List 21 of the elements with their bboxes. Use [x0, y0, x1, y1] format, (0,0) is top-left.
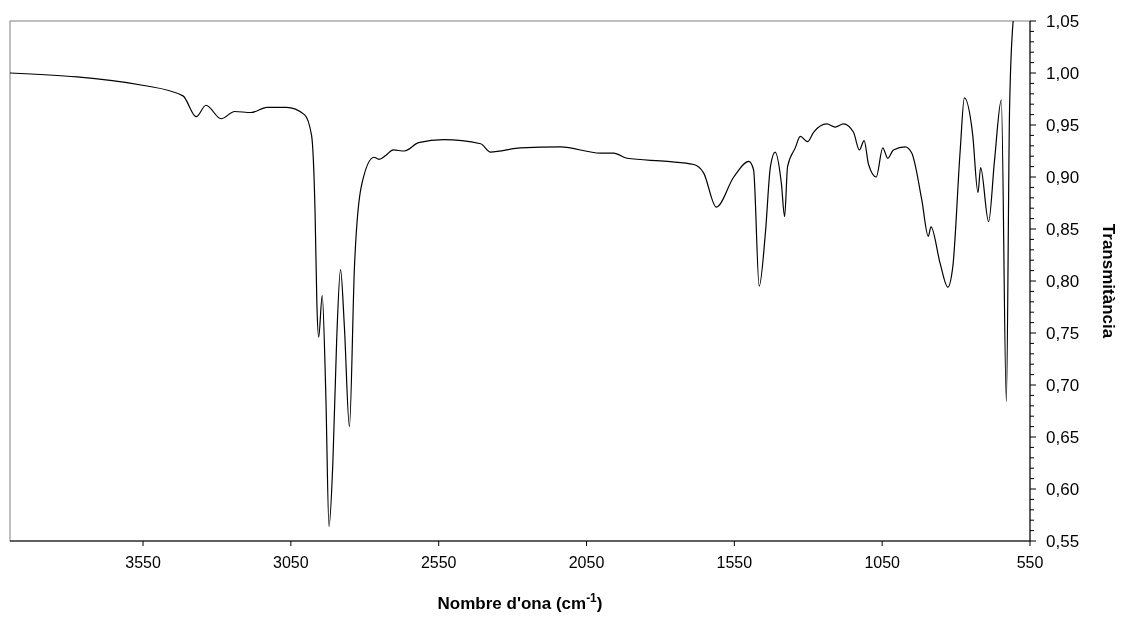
x-tick-label: 3550	[125, 554, 161, 571]
y-tick-label: 0,65	[1046, 428, 1080, 447]
y-tick-label: 0,70	[1046, 376, 1080, 395]
x-tick-label: 3050	[273, 554, 309, 571]
x-tick-label: 1050	[864, 554, 901, 571]
y-axis-title: Transmitància	[1099, 223, 1118, 339]
y-tick-label: 0,80	[1046, 272, 1080, 291]
y-tick-label: 0,85	[1046, 220, 1080, 239]
y-tick-label: 1,05	[1046, 12, 1080, 31]
line-series	[9, 20, 1014, 528]
x-tick-label: 1550	[716, 554, 753, 571]
x-axis-title: Nombre d'ona (cm$^{-1}$)	[437, 591, 603, 613]
y-tick-label: 0,95	[1046, 116, 1080, 135]
y-tick-label: 0,60	[1046, 480, 1080, 499]
y-tick-label: 1,00	[1046, 64, 1080, 83]
y-tick-label: 0,75	[1046, 324, 1080, 343]
x-tick-label: 2550	[420, 554, 457, 571]
y-tick-label: 0,90	[1046, 168, 1080, 187]
x-tick-label: 2050	[568, 554, 605, 571]
x-tick-label: 550	[1016, 554, 1044, 571]
y-tick-label: 0,55	[1046, 532, 1080, 551]
